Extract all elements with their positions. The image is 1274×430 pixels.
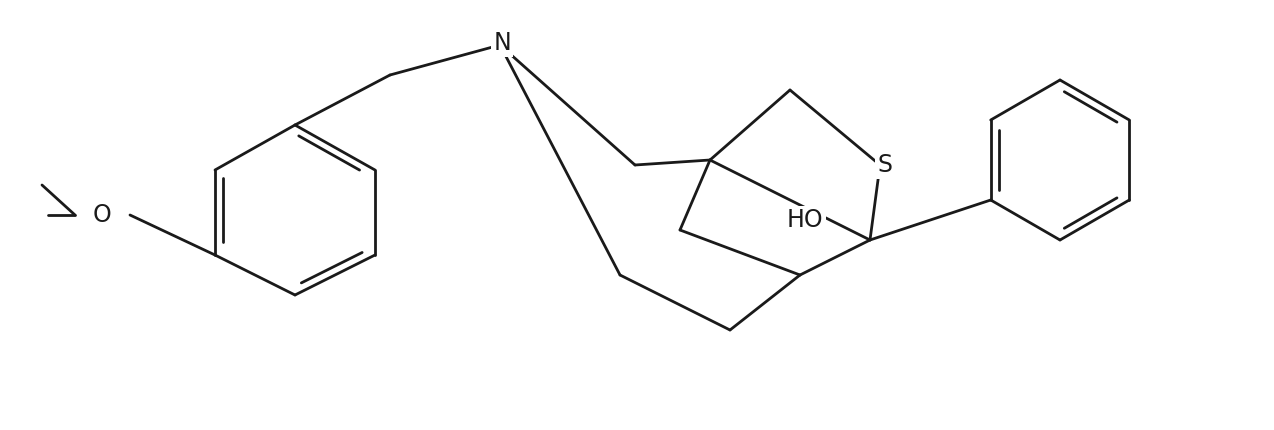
Text: S: S: [878, 153, 893, 177]
Text: N: N: [493, 31, 511, 55]
Text: HO: HO: [786, 208, 823, 232]
Text: O: O: [93, 203, 111, 227]
